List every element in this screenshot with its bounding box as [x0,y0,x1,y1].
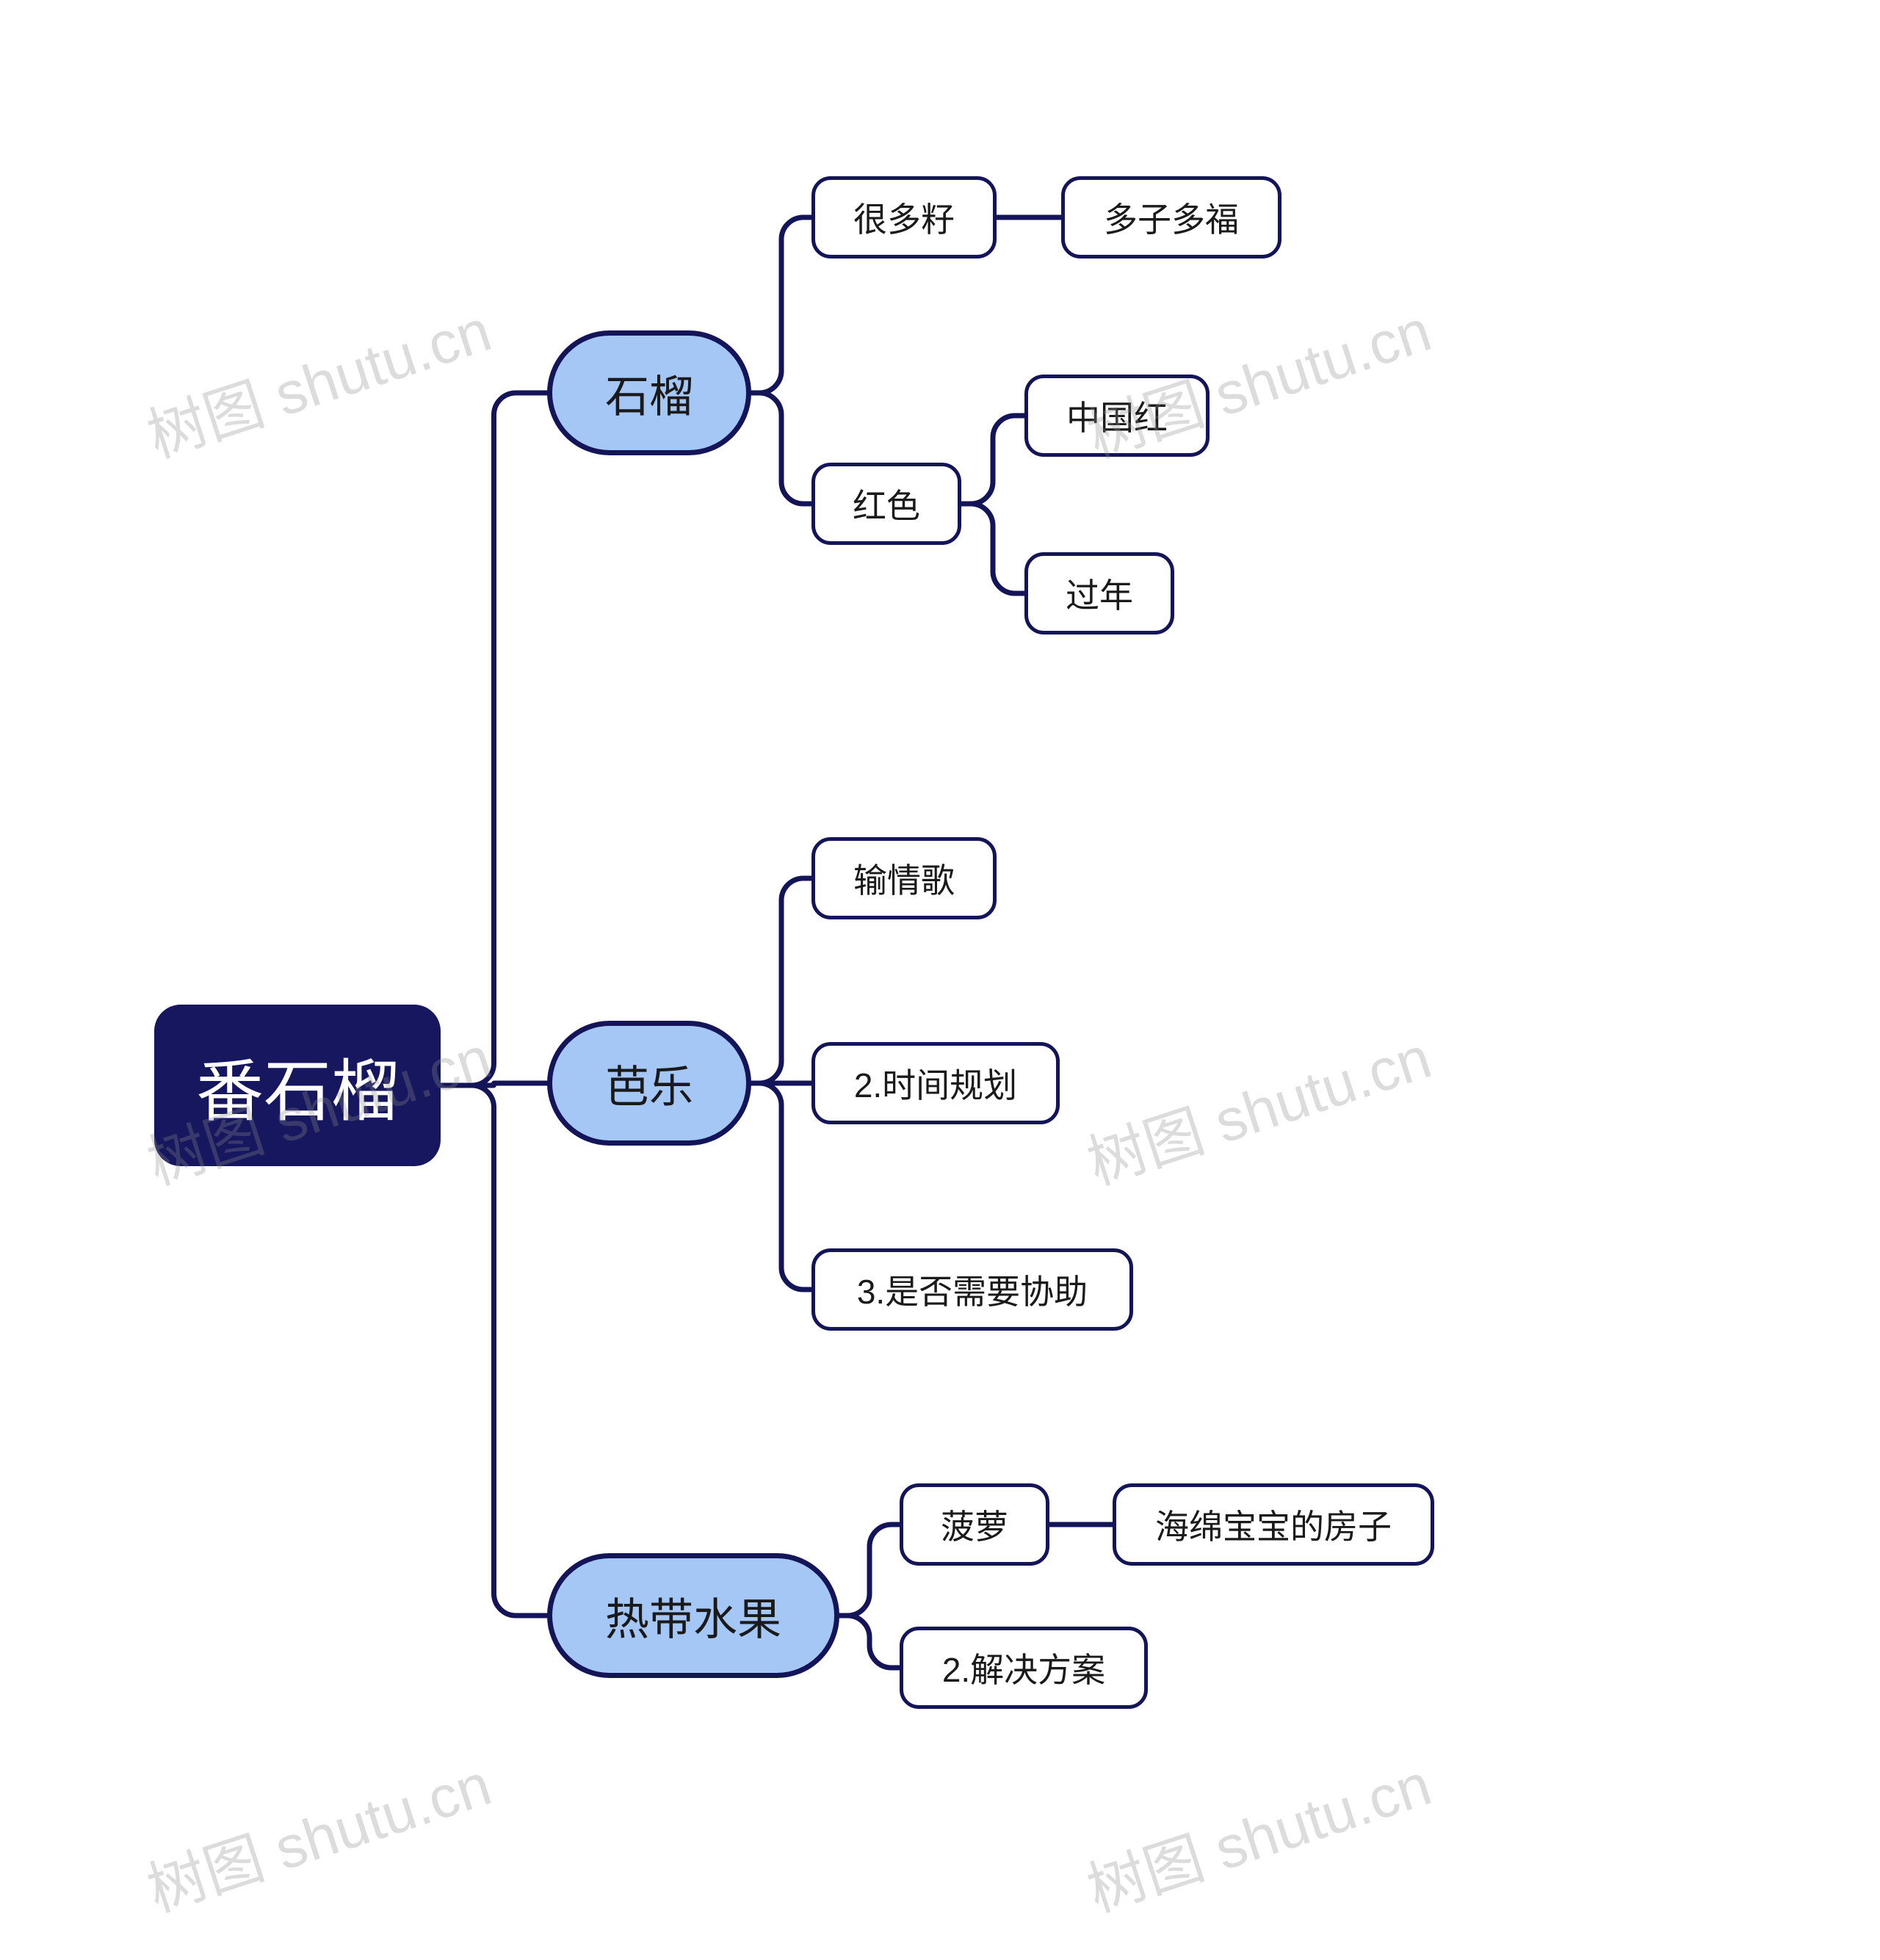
mindmap-node-n23[interactable]: 3.是否需要协助 [811,1248,1133,1331]
mindmap-edge [751,217,811,393]
mindmap-node-label: 3.是否需要协助 [857,1265,1088,1314]
mindmap-node-label: 红色 [853,480,920,528]
mindmap-node-label: 海绵宝宝的房子 [1155,1500,1392,1549]
mindmap-node-label: 热带水果 [605,1584,781,1648]
mindmap-node-label: 芭乐 [605,1052,693,1115]
mindmap-node-b2[interactable]: 芭乐 [547,1021,751,1146]
mindmap-node-root[interactable]: 番石榴 [154,1005,441,1166]
mindmap-node-n121[interactable]: 中国红 [1024,375,1210,457]
mindmap-node-n12[interactable]: 红色 [811,463,961,545]
mindmap-node-label: 菠萝 [941,1500,1008,1549]
mindmap-node-n22[interactable]: 2.时间规划 [811,1042,1060,1124]
mindmap-node-n21[interactable]: 输情歌 [811,837,997,919]
mindmap-edge [751,1083,811,1290]
mindmap-node-label: 中国红 [1066,391,1168,440]
mindmap-node-b1[interactable]: 石榴 [547,330,751,455]
mindmap-edge [839,1525,900,1616]
watermark-text: 树图 shutu.cn [1075,1737,1440,1928]
mindmap-node-n111[interactable]: 多子多福 [1061,176,1281,258]
mindmap-node-n122[interactable]: 过年 [1024,552,1174,634]
mindmap-edge [839,1616,900,1668]
mindmap-node-b3[interactable]: 热带水果 [547,1553,839,1678]
mindmap-node-label: 2.时间规划 [854,1059,1017,1107]
mindmap-node-n32[interactable]: 2.解决方案 [900,1627,1148,1709]
mindmap-node-label: 很多籽 [853,193,955,242]
mindmap-edge [751,878,811,1083]
mindmap-node-label: 多子多福 [1104,193,1239,242]
watermark-text: 树图 shutu.cn [135,283,500,474]
watermark-text: 树图 shutu.cn [135,1737,500,1928]
mindmap-node-label: 过年 [1066,569,1133,618]
mindmap-edge [961,416,1024,504]
mindmap-edge [961,504,1024,593]
mindmap-node-label: 石榴 [605,361,693,425]
mindmap-edge [751,393,811,504]
mindmap-node-n31[interactable]: 菠萝 [900,1483,1049,1566]
watermark-text: 树图 shutu.cn [1075,1010,1440,1201]
mindmap-edge [441,1085,547,1616]
mindmap-edge [441,393,547,1085]
mindmap-node-label: 输情歌 [853,854,955,903]
mindmap-node-label: 番石榴 [196,1037,399,1135]
mindmap-node-n311[interactable]: 海绵宝宝的房子 [1113,1483,1434,1566]
mindmap-node-label: 2.解决方案 [942,1643,1105,1692]
mindmap-edge [441,1083,547,1085]
mindmap-node-n11[interactable]: 很多籽 [811,176,997,258]
